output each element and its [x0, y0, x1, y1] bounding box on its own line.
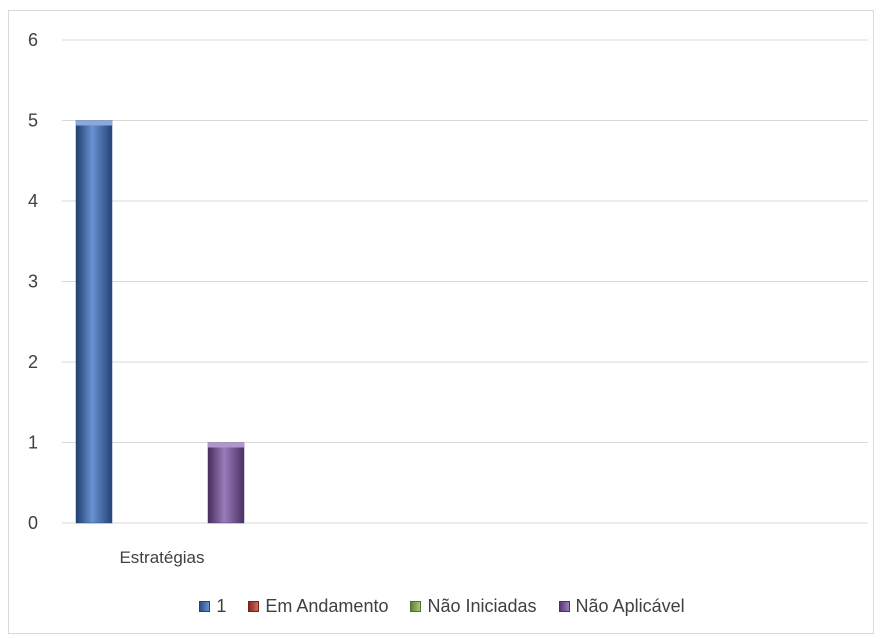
y-tick-label: 2: [28, 352, 38, 372]
y-tick-label: 5: [28, 111, 38, 131]
legend-label: 1: [216, 596, 227, 616]
bars: [75, 120, 245, 524]
y-tick-label: 3: [28, 272, 38, 292]
legend-label: Não Aplicável: [575, 596, 685, 616]
y-tick-label: 1: [28, 433, 38, 453]
x-category-label: Estratégias: [119, 548, 204, 567]
legend-label: Não Iniciadas: [427, 596, 537, 616]
bar-não-aplicável: [207, 442, 245, 524]
legend-swatch: [248, 601, 260, 612]
legend-item: Não Iniciadas: [410, 596, 537, 617]
chart-frame: [8, 10, 874, 634]
legend-swatch: [199, 601, 211, 612]
legend-swatch: [558, 601, 570, 612]
y-tick-label: 4: [28, 191, 38, 211]
x-axis-categories: Estratégias: [119, 548, 204, 567]
y-tick-label: 0: [28, 513, 38, 533]
y-tick-label: 6: [28, 30, 38, 50]
chart-legend: 1 Em Andamento Não Iniciadas Não Aplicável: [0, 596, 884, 617]
y-axis-ticks: 0 1 2 3 4 5 6: [28, 30, 38, 533]
legend-label: Em Andamento: [265, 596, 389, 616]
gridlines: [62, 39, 868, 524]
bar-cap: [208, 442, 244, 448]
legend-item: Não Aplicável: [558, 596, 685, 617]
legend-item: Em Andamento: [248, 596, 388, 617]
legend-item: 1: [199, 596, 226, 617]
bar-cap: [76, 120, 112, 126]
legend-swatch: [410, 601, 422, 612]
bar-1: [75, 120, 113, 524]
